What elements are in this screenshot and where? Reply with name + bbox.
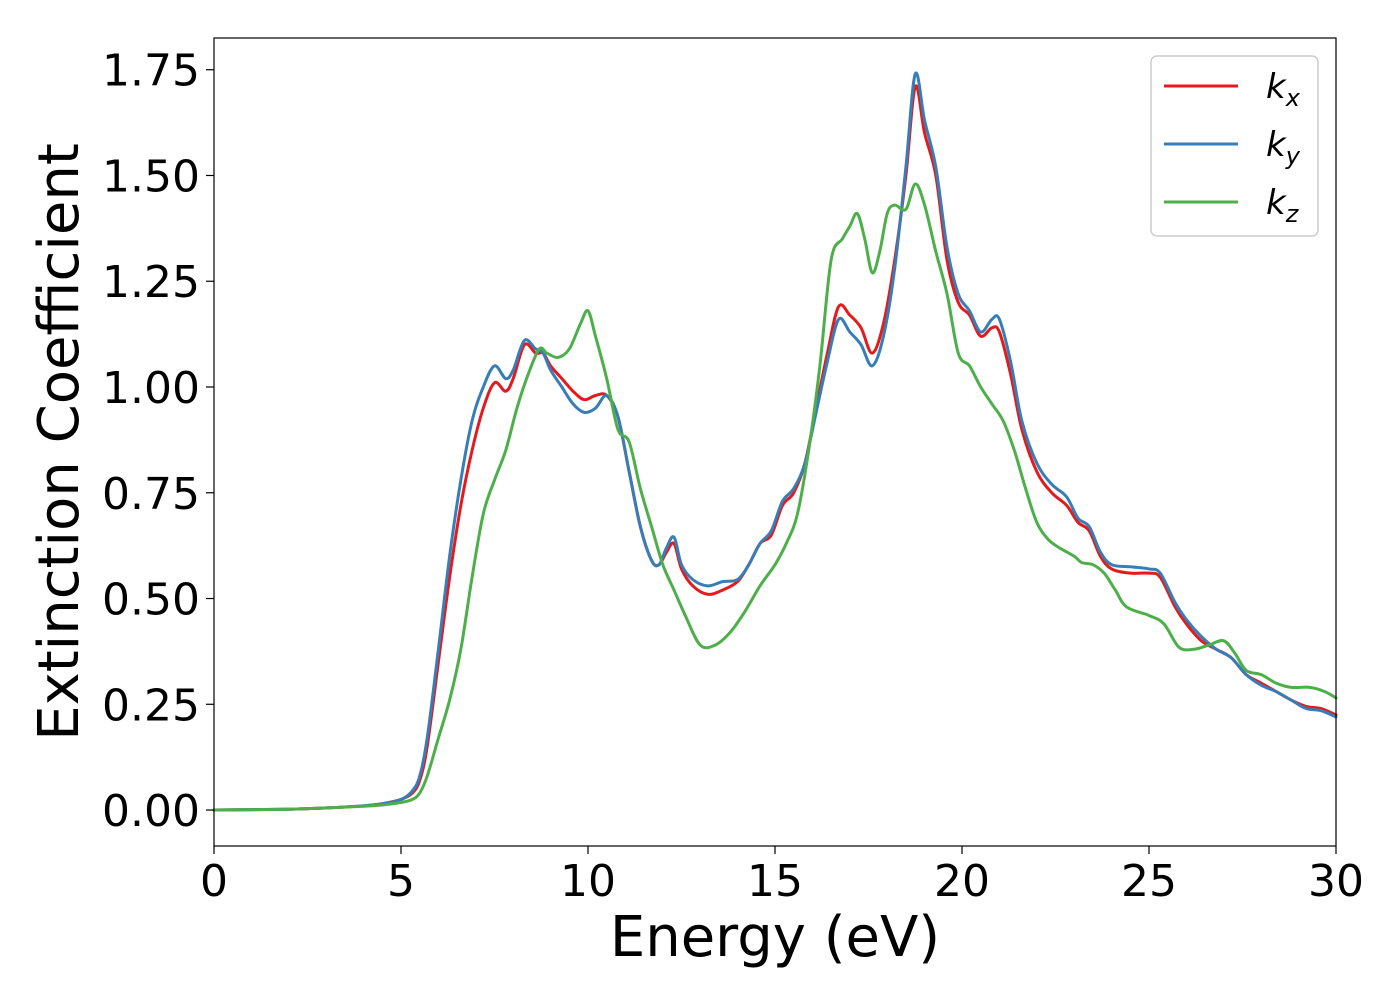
x-axis: 0 5 10 15 20 25 30	[200, 846, 1364, 907]
y-tick-label: 0.25	[102, 680, 200, 731]
legend-items: kx ky kz	[1164, 67, 1301, 228]
y-tick-label: 1.00	[102, 363, 200, 414]
y-tick-label: 0.50	[102, 575, 200, 626]
legend: kx ky kz	[1150, 55, 1319, 237]
y-tick-label: 1.25	[102, 257, 200, 308]
x-tick-label: 30	[1308, 856, 1364, 907]
series-line-z	[212, 182, 1338, 812]
x-tick-label: 25	[1121, 856, 1177, 907]
legend-label-x: kx	[1266, 67, 1301, 112]
y-tick-label: 0.00	[102, 786, 200, 837]
y-tick-label: 1.75	[102, 46, 200, 97]
y-tick-label: 0.75	[102, 469, 200, 520]
y-tick-label: 1.50	[102, 151, 200, 202]
y-axis-label: Extinction Coefficient	[27, 143, 92, 741]
x-tick-label: 10	[560, 856, 616, 907]
x-tick-label: 15	[747, 856, 803, 907]
x-tick-label: 5	[387, 856, 415, 907]
plot-lines	[212, 71, 1338, 812]
x-tick-label: 20	[934, 856, 990, 907]
x-tick-label: 0	[200, 856, 228, 907]
legend-label-z: kz	[1266, 183, 1300, 228]
x-axis-label: Energy (eV)	[610, 905, 940, 970]
y-axis: 0.00 0.25 0.50 0.75 1.00 1.25 1.50 1.75	[102, 46, 214, 837]
series-line-y	[212, 71, 1338, 812]
legend-box	[1150, 55, 1319, 237]
legend-label-y: ky	[1266, 125, 1301, 170]
